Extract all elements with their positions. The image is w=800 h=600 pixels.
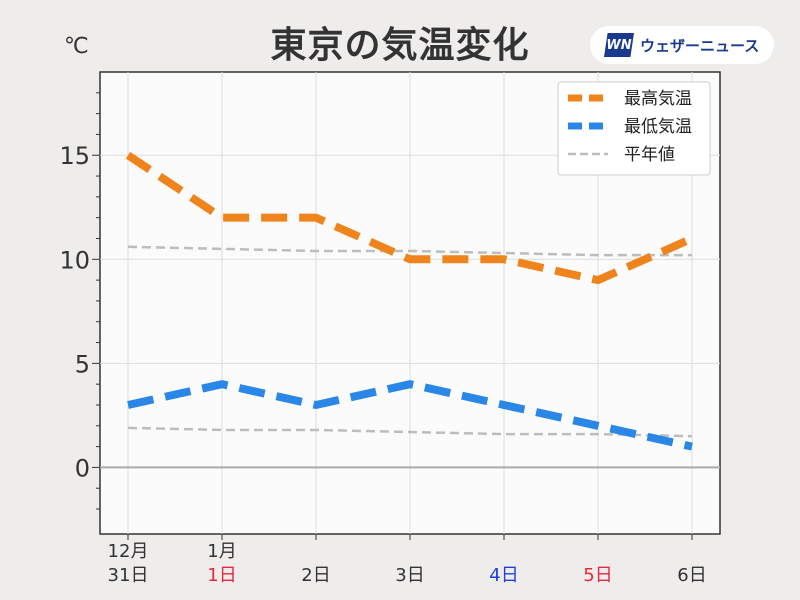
logo-mark: WN [604, 33, 634, 57]
logo-text: ウェザーニュース [640, 36, 760, 55]
x-tick-day-label: 5日 [583, 565, 612, 586]
y-axis-ticks: 0 5 10 15 [59, 92, 100, 510]
series-line-2 [127, 245, 692, 257]
x-tick-day-label: 3日 [395, 565, 424, 586]
y-tick-label: 10 [59, 246, 90, 274]
x-tick-day-label: 4日 [489, 565, 518, 586]
legend-label-2: 平年値 [624, 145, 675, 165]
series-lines [125, 151, 694, 451]
y-tick-label: 0 [75, 454, 90, 482]
y-axis-unit: ℃ [64, 34, 89, 59]
x-tick-day-label: 6日 [677, 565, 706, 586]
series-line-0 [125, 151, 694, 285]
x-axis-ticks: 12月 31日 1月 1日 2日 3日 4日 5日 6日 [108, 534, 707, 586]
legend-label-0: 最高気温 [624, 89, 692, 109]
x-tick-day-label: 31日 [108, 565, 149, 586]
x-tick-month-label: 1月 [207, 541, 236, 562]
legend-box [557, 81, 711, 176]
x-tick-day-label: 2日 [301, 565, 330, 586]
series-line-3 [127, 426, 693, 438]
weathernews-logo: WN ウェザーニュース [590, 26, 774, 64]
series-line-1 [127, 380, 693, 451]
y-tick-label: 15 [59, 142, 90, 170]
y-tick-label: 5 [75, 350, 90, 378]
x-tick-month-label: 12月 [108, 541, 149, 562]
legend-label-1: 最低気温 [624, 117, 692, 137]
page-title: 東京の気温変化 [270, 25, 530, 66]
x-tick-day-label: 1日 [207, 565, 236, 586]
